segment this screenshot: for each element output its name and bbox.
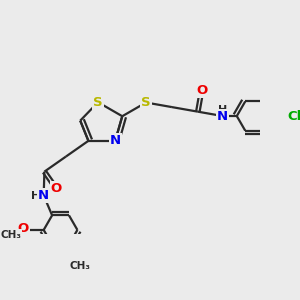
Text: N: N [110, 134, 121, 147]
Text: S: S [141, 96, 151, 109]
Text: O: O [196, 84, 207, 97]
Text: O: O [18, 222, 29, 236]
Text: N: N [217, 110, 228, 123]
Text: N: N [38, 189, 49, 202]
Text: CH₃: CH₃ [1, 230, 22, 240]
Text: H: H [218, 105, 227, 115]
Text: H: H [31, 190, 40, 200]
Text: CH₃: CH₃ [69, 261, 90, 271]
Text: S: S [93, 96, 103, 109]
Text: O: O [51, 182, 62, 195]
Text: Cl: Cl [287, 110, 300, 123]
